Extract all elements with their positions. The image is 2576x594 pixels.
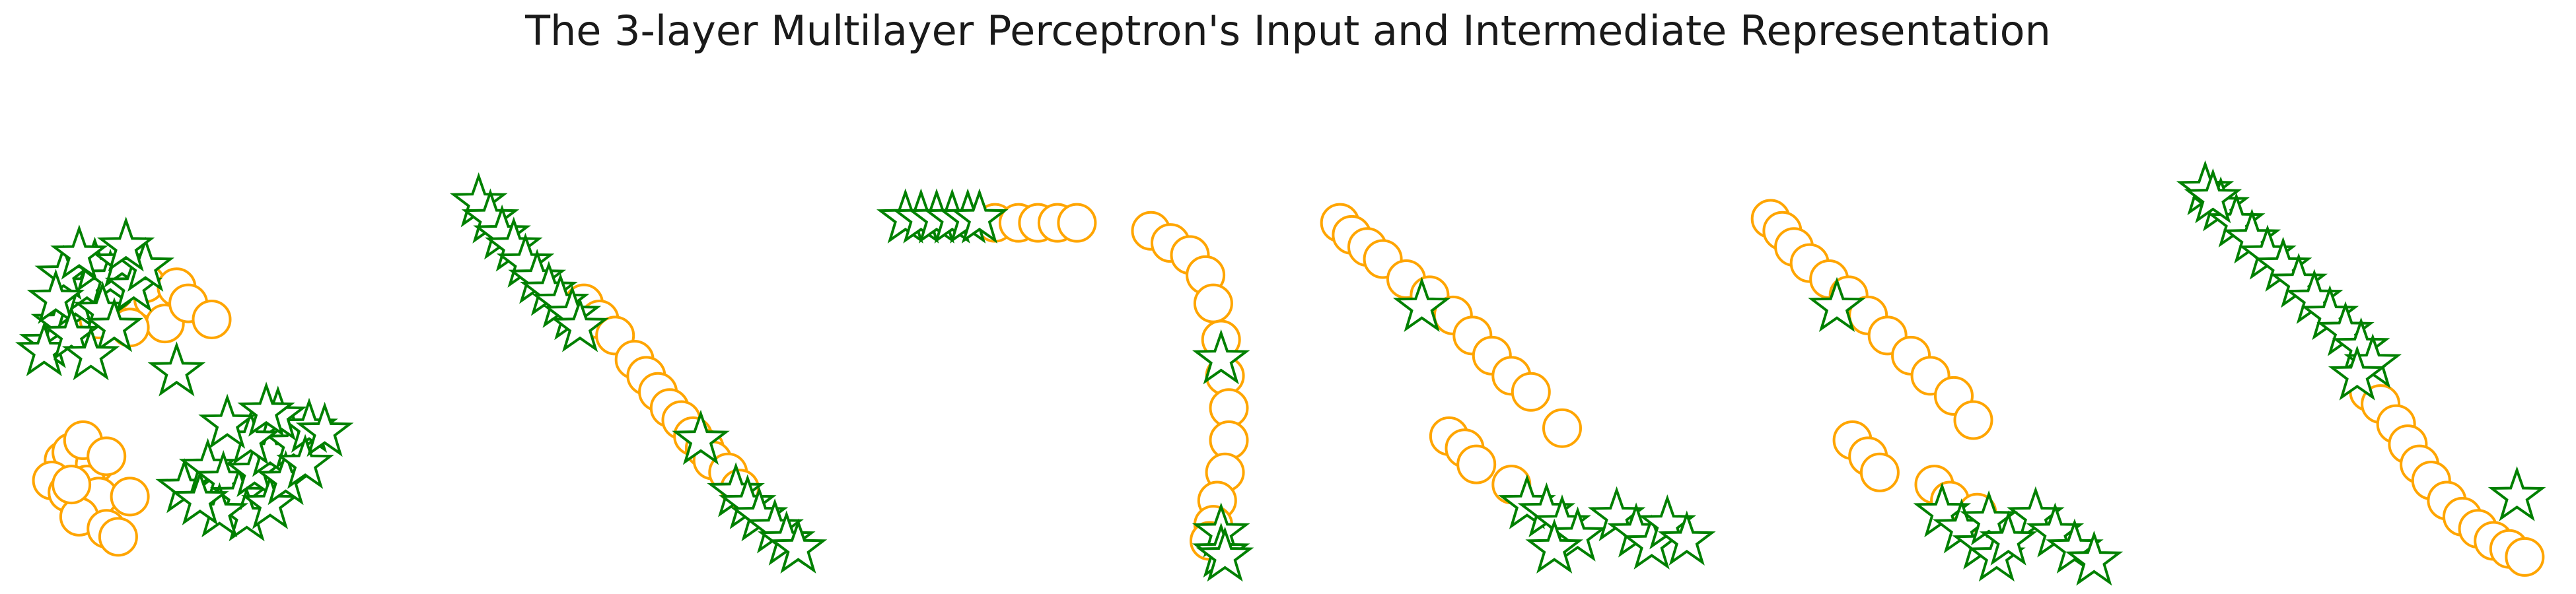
orange-circle-point [1511,372,1551,412]
green-star-point [551,297,609,352]
panel-2 [449,172,828,574]
orange-circle-point [1953,400,1993,440]
green-star-point [950,188,1009,244]
green-star-point [26,269,85,324]
green-star-point [276,434,334,489]
panel-6 [2176,160,2546,577]
green-star-point [1525,518,1584,574]
green-star-point [1192,329,1250,385]
orange-circle-point [2505,537,2545,577]
green-star-point [2184,168,2242,224]
panel-3 [876,188,1254,582]
green-star-point [1808,277,1866,333]
green-star-point [1657,510,1716,566]
orange-circle-point [87,436,127,477]
orange-circle-point [1193,283,1233,323]
green-star-point [147,341,206,397]
green-star-point [672,409,730,465]
orange-circle-point [1057,203,1097,243]
green-star-point [295,401,354,457]
green-star-point [1392,277,1451,333]
panel-5 [1750,199,2124,586]
orange-circle-point [98,517,138,557]
green-star-point [237,381,295,437]
orange-circle-point [1859,452,1900,492]
green-star-point [1979,510,2038,566]
green-star-point [769,518,828,574]
panel-4 [1320,203,1716,574]
green-star-point [61,325,120,381]
orange-circle-point [1542,408,1582,448]
chart-title: The 3-layer Multilayer Perceptron's Inpu… [525,7,2051,55]
green-star-point [50,224,108,280]
orange-circle-point [52,465,92,505]
green-star-point [198,393,256,449]
green-star-point [2328,345,2386,401]
green-star-point [1196,526,1254,582]
green-star-point [1548,506,1607,562]
panel-1 [15,216,354,557]
green-star-point [170,470,229,525]
orange-circle-point [192,300,232,339]
orange-circle-point [110,477,150,517]
green-star-point [96,216,155,272]
green-star-point [85,297,143,352]
orange-circle-point [1456,444,1497,484]
green-star-point [2487,466,2546,521]
green-star-point [2065,530,2124,586]
